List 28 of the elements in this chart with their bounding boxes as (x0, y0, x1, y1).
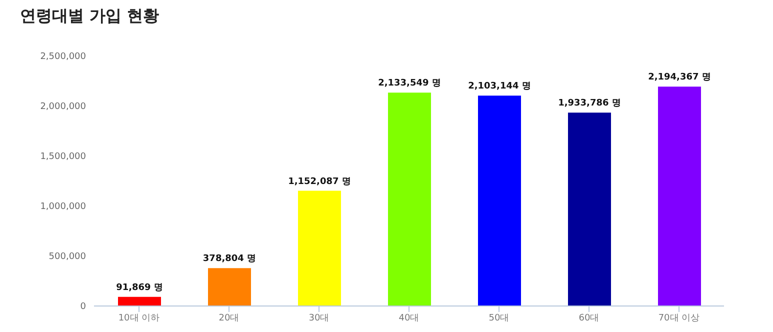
x-tick-label: 70대 이상 (658, 313, 700, 324)
bar (658, 86, 701, 306)
x-tick-label: 30대 (308, 313, 330, 324)
bar (208, 268, 251, 306)
x-tick-label: 60대 (578, 313, 600, 324)
data-label: 2,103,144 명 (468, 82, 531, 92)
y-tick-label: 1,500,000 (40, 152, 86, 162)
data-label: 2,133,549 명 (378, 78, 441, 89)
bar (478, 96, 521, 306)
x-tick-label: 20대 (218, 313, 240, 324)
data-label: 2,194,367 명 (648, 72, 711, 83)
x-tick-label: 10대 이하 (118, 313, 160, 324)
data-label: 91,869 명 (116, 282, 163, 293)
y-tick-label: 500,000 (48, 252, 86, 262)
chart-title: 연령대별 가입 현황 (20, 6, 160, 27)
y-tick-label: 2,500,000 (40, 52, 86, 62)
y-tick-label: 0 (80, 302, 86, 312)
bar (388, 92, 431, 306)
x-tick-label: 40대 (398, 313, 420, 324)
data-label: 378,804 명 (202, 254, 256, 264)
y-tick-label: 2,000,000 (40, 102, 86, 112)
data-label: 1,933,786 명 (558, 98, 621, 109)
x-tick-label: 50대 (488, 313, 510, 324)
bar (118, 296, 161, 306)
y-tick-label: 1,000,000 (40, 202, 86, 212)
data-label: 1,152,087 명 (288, 176, 351, 187)
bar (298, 190, 341, 306)
bar (568, 112, 611, 306)
